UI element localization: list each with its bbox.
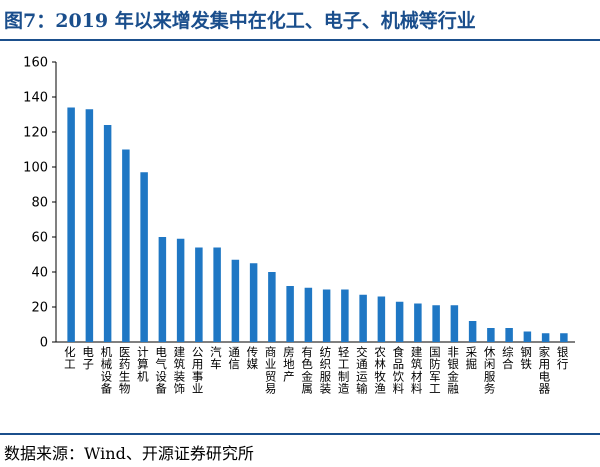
category-label: 房地产 <box>283 345 295 383</box>
bar <box>140 172 148 342</box>
bar <box>523 331 532 342</box>
category-label: 建筑材料 <box>411 345 423 396</box>
category-label: 农林牧渔 <box>374 345 386 396</box>
bar <box>231 259 240 342</box>
category-label: 银行 <box>557 345 569 371</box>
y-tick-label: 140 <box>23 91 48 106</box>
category-label: 汽车 <box>210 345 222 371</box>
category-label: 公用事业 <box>192 345 204 396</box>
category-label: 家用电器 <box>539 345 551 396</box>
category-label: 计算机 <box>137 345 149 383</box>
bar <box>304 287 313 342</box>
category-label: 有色金属 <box>301 345 313 396</box>
y-tick-label: 100 <box>23 161 48 176</box>
bar <box>268 272 276 342</box>
category-label: 非银金融 <box>447 345 459 396</box>
category-label: 化工 <box>64 345 76 371</box>
category-label: 采掘 <box>466 345 478 371</box>
bar <box>341 289 349 342</box>
bar <box>560 333 568 342</box>
category-label: 休闲服务 <box>484 345 496 396</box>
data-source: 数据来源：Wind、开源证券研究所 <box>4 444 254 463</box>
category-label: 通信 <box>228 345 240 371</box>
bar <box>395 301 404 342</box>
category-label: 交通运输 <box>356 345 368 396</box>
bar <box>377 296 386 342</box>
category-label: 钢铁 <box>520 345 532 371</box>
bar-chart: 0 20 40 60 80 100 120 140 160 化工电子机械设备医药生物计算机电气设备… <box>23 56 575 396</box>
y-tick-label: 0 <box>40 336 48 351</box>
category-label: 轻工制造 <box>338 345 350 396</box>
bar <box>322 289 331 342</box>
title-bar: 图7：2019 年以来增发集中在化工、电子、机械等行业 <box>0 0 600 41</box>
category-label: 国防军工 <box>429 345 441 396</box>
bar <box>195 247 203 342</box>
category-label: 商业贸易 <box>265 345 277 396</box>
y-tick-label: 20 <box>31 301 48 316</box>
category-label: 传媒 <box>247 345 259 371</box>
category-label: 电气设备 <box>155 345 167 396</box>
category-label: 综合 <box>502 345 514 371</box>
y-tick-label: 40 <box>31 266 48 281</box>
bar <box>468 321 477 342</box>
y-tick-label: 80 <box>31 196 48 211</box>
category-label: 食品饮料 <box>393 345 405 396</box>
y-tick-label: 120 <box>23 126 48 141</box>
bar <box>286 286 294 342</box>
y-tick-label: 60 <box>31 231 48 246</box>
bar <box>158 237 167 342</box>
bar <box>176 238 185 342</box>
category-label: 机械设备 <box>101 345 113 396</box>
bar <box>541 333 550 342</box>
bar <box>85 109 94 342</box>
chart-title: 图7：2019 年以来增发集中在化工、电子、机械等行业 <box>4 10 476 32</box>
bar <box>450 305 459 342</box>
bar <box>487 328 495 342</box>
category-label: 医药生物 <box>119 345 131 396</box>
category-label: 纺织服装 <box>320 345 332 396</box>
bar <box>359 294 367 342</box>
bar <box>103 125 112 342</box>
bar <box>249 263 258 342</box>
category-label: 建筑装饰 <box>174 345 186 396</box>
bar <box>505 328 513 342</box>
bar <box>432 305 440 342</box>
bar <box>213 247 221 342</box>
y-tick-label: 160 <box>23 56 48 71</box>
bar <box>414 303 422 342</box>
bar <box>67 107 75 342</box>
bottom-divider <box>0 433 600 435</box>
bar <box>122 149 130 342</box>
category-label: 电子 <box>82 345 94 371</box>
